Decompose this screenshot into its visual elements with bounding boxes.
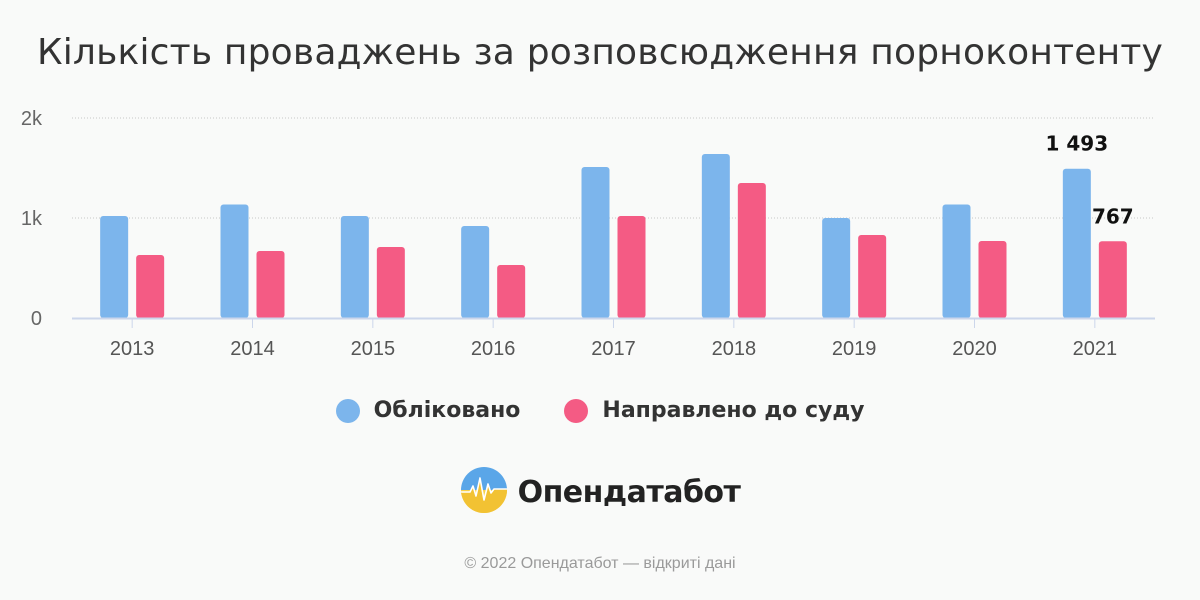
footer-credit: © 2022 Опендатабот — відкриті дані	[464, 555, 736, 572]
bar-registered-2018	[701, 154, 730, 318]
bar-registered-2019	[822, 218, 851, 318]
legend-marker-sent-to-court	[564, 398, 589, 423]
x-tick-label: 2020	[952, 338, 997, 360]
bar-sent-to-court-2021	[1098, 241, 1127, 318]
legend-label-registered: Обліковано	[373, 398, 521, 423]
x-tick-label: 2015	[351, 338, 396, 360]
bar-registered-2020	[942, 204, 971, 318]
legend: Обліковано Направлено до суду	[0, 398, 1200, 423]
bar-registered-2016	[461, 226, 490, 318]
bar-sent-to-court-2016	[497, 265, 526, 318]
y-tick-label: 0	[31, 308, 42, 330]
bar-sent-to-court-2014	[256, 251, 285, 318]
x-tick-label: 2016	[471, 338, 516, 360]
bar-registered-2017	[581, 167, 610, 318]
data-label: 767	[1092, 204, 1134, 228]
x-tick-label: 2019	[832, 338, 877, 360]
x-tick-label: 2014	[230, 338, 275, 360]
brand: Опендатабот	[0, 466, 1200, 519]
x-tick-label: 2021	[1073, 338, 1118, 360]
data-label: 1 493	[1046, 132, 1109, 156]
brand-name: Опендатабот	[517, 475, 741, 510]
bar-sent-to-court-2013	[136, 255, 165, 318]
legend-marker-registered	[335, 398, 360, 423]
bar-registered-2021	[1062, 168, 1091, 318]
y-tick-label: 2k	[21, 108, 43, 130]
legend-item-registered[interactable]: Обліковано	[335, 398, 521, 423]
y-tick-label: 1k	[21, 208, 43, 230]
legend-label-sent-to-court: Направлено до суду	[602, 398, 865, 423]
opendatabot-logo-icon	[460, 466, 508, 519]
x-tick-label: 2013	[110, 338, 155, 360]
legend-item-sent-to-court[interactable]: Направлено до суду	[564, 398, 864, 423]
chart-title: Кількість проваджень за розповсюдження п…	[36, 32, 1164, 73]
x-tick-label: 2017	[591, 338, 636, 360]
bar-sent-to-court-2018	[737, 183, 766, 318]
bar-sent-to-court-2020	[978, 241, 1007, 318]
x-tick-label: 2018	[712, 338, 757, 360]
bar-registered-2015	[340, 216, 369, 318]
bar-sent-to-court-2019	[858, 235, 887, 318]
bar-sent-to-court-2017	[617, 216, 646, 318]
bar-registered-2013	[100, 216, 129, 318]
bar-sent-to-court-2015	[376, 247, 405, 318]
bar-chart: 0 1k 2k 2013 2014 2015 2016 2017 2018 2019 2020 202…	[21, 108, 1155, 360]
bar-registered-2014	[220, 204, 249, 318]
